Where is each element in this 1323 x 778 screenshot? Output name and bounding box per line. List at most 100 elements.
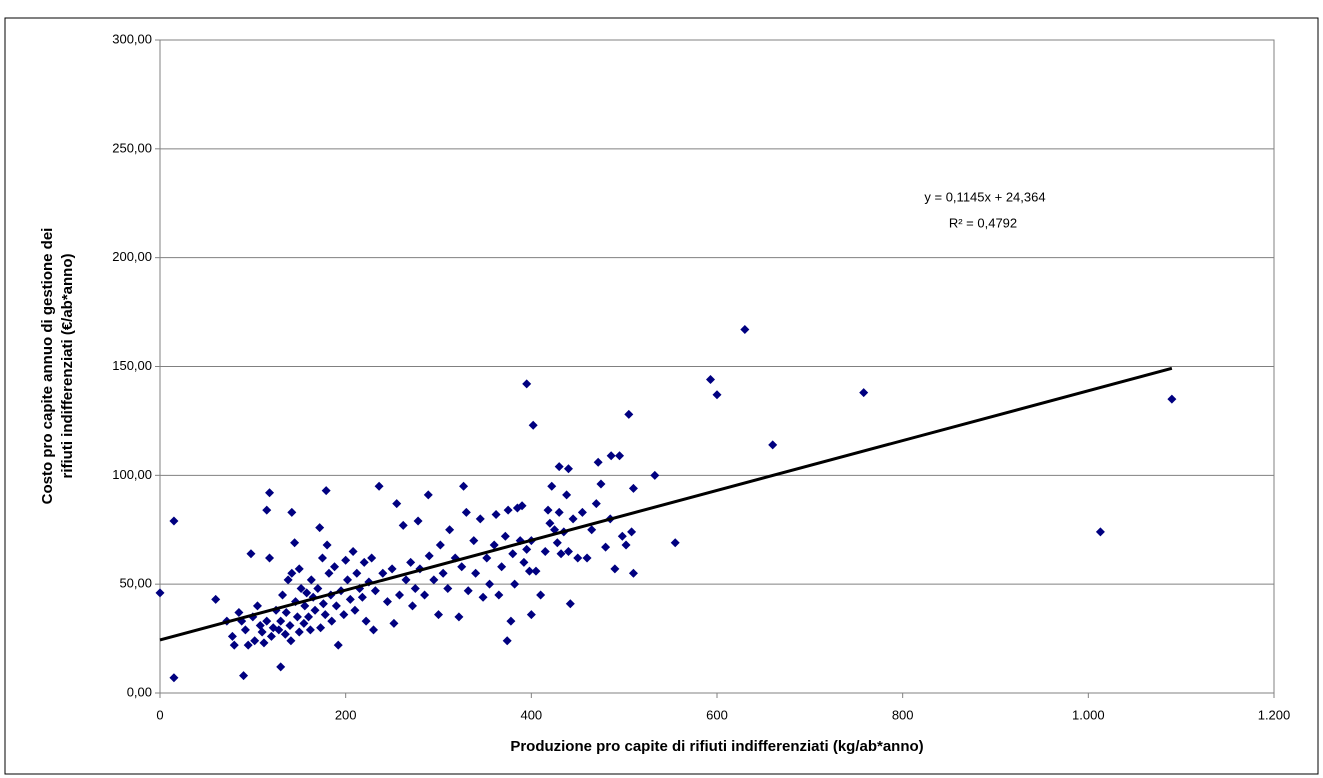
point	[292, 612, 302, 622]
point	[294, 627, 304, 637]
y-tick-label: 250,00	[112, 140, 152, 155]
point	[287, 507, 297, 517]
point	[554, 507, 564, 517]
point	[280, 629, 290, 639]
point	[324, 568, 334, 578]
point	[469, 536, 479, 546]
point	[435, 540, 445, 550]
point	[283, 575, 293, 585]
point	[361, 616, 371, 626]
point	[306, 575, 316, 585]
point	[262, 505, 272, 515]
point	[445, 525, 455, 535]
point	[617, 531, 627, 541]
point	[408, 601, 418, 611]
point	[278, 590, 288, 600]
point	[596, 479, 606, 489]
point	[290, 538, 300, 548]
point	[545, 518, 555, 528]
point	[463, 586, 473, 596]
point	[461, 507, 471, 517]
point	[302, 588, 312, 598]
point	[255, 621, 265, 631]
point	[536, 590, 546, 600]
point	[310, 605, 320, 615]
y-tick-label: 100,00	[112, 467, 152, 482]
point	[565, 599, 575, 609]
point	[457, 562, 467, 572]
point	[454, 612, 464, 622]
point	[740, 324, 750, 334]
point	[587, 525, 597, 535]
point	[276, 616, 286, 626]
point	[628, 568, 638, 578]
point	[345, 594, 355, 604]
point	[628, 483, 638, 493]
point	[401, 575, 411, 585]
point	[305, 625, 315, 635]
point	[438, 568, 448, 578]
point	[429, 575, 439, 585]
point	[601, 542, 611, 552]
x-tick-label: 800	[892, 707, 914, 722]
point	[494, 590, 504, 600]
point	[315, 523, 325, 533]
point	[670, 538, 680, 548]
point	[294, 564, 304, 574]
chart-frame	[4, 17, 1319, 775]
point	[562, 490, 572, 500]
point	[257, 627, 267, 637]
point	[522, 544, 532, 554]
point	[341, 555, 351, 565]
point	[502, 636, 512, 646]
point	[563, 547, 573, 557]
trendline	[159, 366, 1173, 642]
point	[522, 379, 532, 389]
point	[339, 610, 349, 620]
point	[768, 440, 778, 450]
point	[554, 462, 564, 472]
point	[627, 527, 637, 537]
point	[378, 568, 388, 578]
point	[406, 557, 416, 567]
point	[322, 540, 332, 550]
point	[573, 553, 583, 563]
point	[296, 584, 306, 594]
point	[274, 625, 284, 635]
point	[482, 553, 492, 563]
point	[424, 551, 434, 561]
point	[252, 601, 262, 611]
point	[500, 531, 510, 541]
point	[281, 607, 291, 617]
point	[485, 579, 495, 589]
x-tick-label: 200	[335, 707, 357, 722]
point	[265, 488, 275, 498]
y-tick-label: 50,00	[119, 576, 152, 591]
point	[300, 601, 310, 611]
point	[320, 610, 330, 620]
point	[318, 599, 328, 609]
point	[582, 553, 592, 563]
point	[563, 464, 573, 474]
point	[547, 481, 557, 491]
point	[508, 549, 518, 559]
point	[591, 499, 601, 509]
point	[606, 451, 616, 461]
point	[528, 420, 538, 430]
point	[169, 516, 179, 526]
point	[367, 553, 377, 563]
point	[706, 375, 716, 385]
point	[155, 588, 165, 598]
point	[577, 507, 587, 517]
point	[423, 490, 433, 500]
x-tick-label: 1.200	[1258, 707, 1291, 722]
point	[593, 457, 603, 467]
point	[510, 579, 520, 589]
point	[398, 520, 408, 530]
point	[259, 638, 269, 648]
point	[169, 673, 179, 683]
point	[389, 618, 399, 628]
point	[650, 470, 660, 480]
point	[262, 616, 272, 626]
